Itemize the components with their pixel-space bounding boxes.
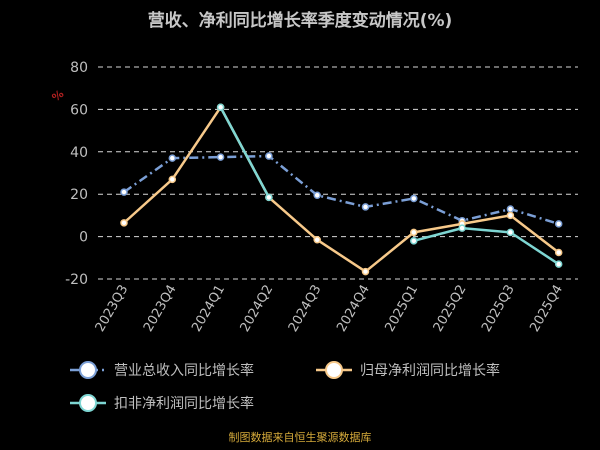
data-point: [265, 193, 273, 202]
x-tick-label: 2024Q3: [286, 283, 325, 335]
data-point: [410, 194, 418, 203]
data-point: [120, 219, 128, 227]
data-point: [313, 236, 321, 244]
series-2: [120, 103, 563, 276]
y-tick-label: 40: [70, 145, 88, 161]
legend-entry: 归母净利润同比增长率: [316, 361, 500, 379]
data-point: [168, 175, 177, 184]
data-point: [216, 103, 225, 112]
data-point: [168, 154, 177, 162]
series-line: [413, 226, 560, 266]
legend-entry: 营业总收入同比增长率: [70, 361, 254, 379]
series-line: [123, 154, 560, 226]
legend-label: 归母净利润同比增长率: [360, 362, 500, 379]
x-tick-label: 2024Q2: [238, 283, 277, 335]
data-point: [506, 211, 515, 220]
y-tick-label: 80: [70, 60, 88, 76]
data-point: [361, 267, 370, 276]
x-tick-label: 2025Q1: [382, 283, 421, 335]
legend-marker: [79, 361, 97, 379]
legend-label: 营业总收入同比增长率: [114, 362, 254, 379]
series-line: [123, 106, 560, 273]
series-line: [219, 106, 271, 198]
data-point: [361, 203, 370, 211]
x-tick-label: 2025Q3: [479, 283, 518, 335]
series-1: [120, 152, 563, 228]
grid-lines: [98, 66, 578, 280]
legend-marker: [325, 361, 343, 379]
data-point: [554, 220, 563, 228]
x-tick-label: 2025Q4: [527, 283, 566, 335]
data-point: [506, 205, 515, 213]
data-point: [313, 191, 321, 200]
data-point: [554, 248, 563, 257]
data-point: [216, 153, 225, 161]
x-tick-label: 2025Q2: [431, 282, 470, 334]
x-tick-label: 2024Q1: [189, 283, 228, 335]
series-layer: [120, 103, 563, 276]
data-point: [458, 224, 466, 232]
y-tick-label: 60: [70, 102, 88, 118]
source-note: 制图数据来自恒生聚源数据库: [229, 430, 372, 444]
data-point: [410, 237, 418, 245]
y-mark-glyph: %: [50, 87, 67, 104]
series-3: [216, 103, 563, 268]
data-point: [410, 228, 418, 237]
x-tick-labels: 2023Q3 2023Q4 2024Q1 2024Q2 2024Q3 2024Q4 2025…: [93, 282, 566, 334]
data-point: [554, 260, 563, 268]
data-point: [120, 188, 128, 196]
chart-title: 营收、净利同比增长率季度变动情况(%): [148, 10, 453, 31]
y-tick-label: -20: [65, 272, 88, 288]
y-tick-label: 0: [79, 230, 88, 246]
data-point: [265, 152, 273, 160]
data-point: [506, 228, 515, 237]
legend-label: 扣非净利润同比增长率: [114, 395, 254, 412]
y-tick-label: 20: [70, 187, 88, 203]
legend-marker: [79, 394, 97, 412]
y-tick-labels: -20 0 20 40 60 80: [65, 60, 88, 288]
x-tick-label: 2024Q4: [334, 283, 373, 335]
legend-entry: 扣非净利润同比增长率: [70, 394, 254, 412]
x-tick-label: 2023Q3: [93, 283, 132, 335]
x-tick-label: 2023Q4: [141, 283, 180, 335]
